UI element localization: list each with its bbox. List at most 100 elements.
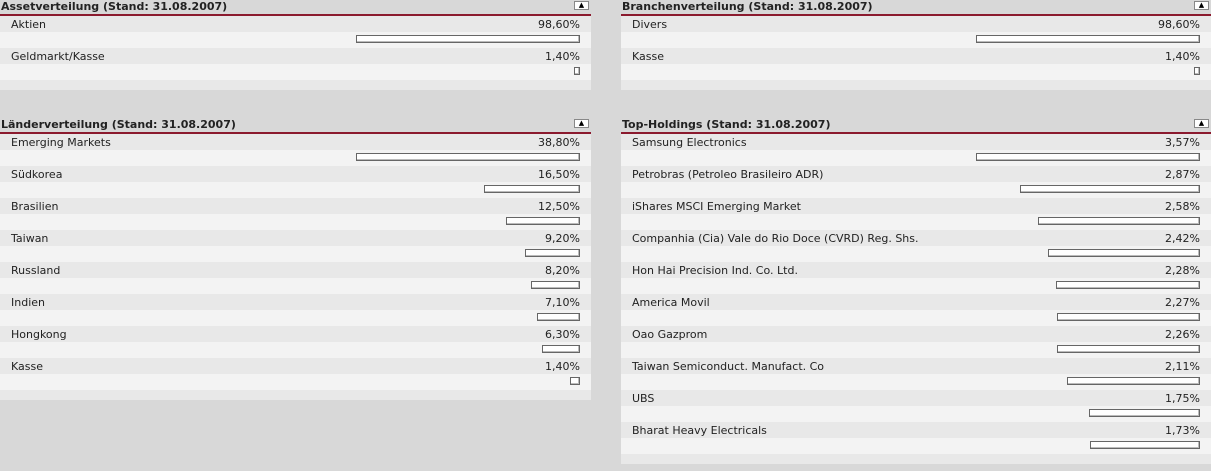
list-item: Hon Hai Precision Ind. Co. Ltd. 2,28% [621,262,1211,294]
panel-rows: Divers 98,60% Kasse 1,40% [621,16,1211,80]
share-bar [506,217,580,225]
row-percent: 1,40% [1165,50,1200,63]
panel-footer [0,390,591,400]
row-text-line: Brasilien 12,50% [0,198,591,214]
list-item: Companhia (Cia) Vale do Rio Doce (CVRD) … [621,230,1211,262]
list-item: iShares MSCI Emerging Market 2,58% [621,198,1211,230]
row-percent: 3,57% [1165,136,1200,149]
list-item: Taiwan Semiconduct. Manufact. Co 2,11% [621,358,1211,390]
collapse-toggle-icon[interactable]: ▲ [574,119,589,128]
row-bar-line [621,342,1211,358]
panel-header: Branchenverteilung (Stand: 31.08.2007) ▲ [621,0,1211,16]
panel-holdings: Top-Holdings (Stand: 31.08.2007) ▲ Samsu… [621,118,1211,464]
row-text-line: Samsung Electronics 3,57% [621,134,1211,150]
row-percent: 2,26% [1165,328,1200,341]
share-bar [1048,249,1200,257]
row-bar-line [0,246,591,262]
share-bar [1090,441,1200,449]
list-item: Südkorea 16,50% [0,166,591,198]
collapse-toggle-icon[interactable]: ▲ [574,1,589,10]
panel-rows: Emerging Markets 38,80% Südkorea 16,50% Bras… [0,134,591,390]
share-bar [1057,345,1200,353]
row-bar-line [0,342,591,358]
share-bar [1067,377,1200,385]
row-text-line: Kasse 1,40% [0,358,591,374]
row-label: Bharat Heavy Electricals [632,424,767,437]
list-item: Kasse 1,40% [621,48,1211,80]
row-bar-line [621,150,1211,166]
row-text-line: Emerging Markets 38,80% [0,134,591,150]
list-item: Kasse 1,40% [0,358,591,390]
list-item: Samsung Electronics 3,57% [621,134,1211,166]
panel-title: Branchenverteilung (Stand: 31.08.2007) [622,0,873,13]
share-bar [1056,281,1200,289]
list-item: Taiwan 9,20% [0,230,591,262]
row-bar-line [621,214,1211,230]
panel-header: Assetverteilung (Stand: 31.08.2007) ▲ [0,0,591,16]
list-item: Petrobras (Petroleo Brasileiro ADR) 2,87% [621,166,1211,198]
row-label: Brasilien [11,200,59,213]
row-bar-line [621,278,1211,294]
share-bar [976,153,1200,161]
row-bar-line [621,182,1211,198]
row-percent: 1,75% [1165,392,1200,405]
list-item: Divers 98,60% [621,16,1211,48]
row-text-line: Hon Hai Precision Ind. Co. Ltd. 2,28% [621,262,1211,278]
row-label: America Movil [632,296,710,309]
row-bar-line [621,374,1211,390]
panel-header: Top-Holdings (Stand: 31.08.2007) ▲ [621,118,1211,134]
row-text-line: Kasse 1,40% [621,48,1211,64]
row-bar-line [0,278,591,294]
row-text-line: Hongkong 6,30% [0,326,591,342]
row-percent: 12,50% [538,200,580,213]
share-bar [1194,67,1200,75]
row-bar-line [621,246,1211,262]
row-label: Taiwan [11,232,49,245]
row-bar-line [0,214,591,230]
row-percent: 2,42% [1165,232,1200,245]
row-label: Emerging Markets [11,136,111,149]
row-label: Taiwan Semiconduct. Manufact. Co [632,360,825,373]
row-bar-line [0,374,591,390]
row-bar-line [0,310,591,326]
row-bar-line [0,32,591,48]
row-label: Geldmarkt/Kasse [11,50,105,63]
row-percent: 16,50% [538,168,580,181]
row-percent: 1,40% [545,50,580,63]
row-text-line: Companhia (Cia) Vale do Rio Doce (CVRD) … [621,230,1211,246]
row-label: Russland [11,264,61,277]
row-text-line: America Movil 2,27% [621,294,1211,310]
row-text-line: Bharat Heavy Electricals 1,73% [621,422,1211,438]
collapse-toggle-icon[interactable]: ▲ [1194,119,1209,128]
row-percent: 38,80% [538,136,580,149]
row-text-line: Petrobras (Petroleo Brasileiro ADR) 2,87% [621,166,1211,182]
panel-rows: Samsung Electronics 3,57% Petrobras (Petro… [621,134,1211,454]
row-percent: 2,28% [1165,264,1200,277]
panel-rows: Aktien 98,60% Geldmarkt/Kasse 1,40% [0,16,591,80]
share-bar [484,185,580,193]
panel-footer [621,454,1211,464]
row-bar-line [0,64,591,80]
row-percent: 6,30% [545,328,580,341]
row-label: Hongkong [11,328,67,341]
row-percent: 7,10% [545,296,580,309]
list-item: Hongkong 6,30% [0,326,591,358]
row-percent: 1,73% [1165,424,1200,437]
row-text-line: Russland 8,20% [0,262,591,278]
share-bar [1038,217,1200,225]
row-label: Kasse [11,360,43,373]
row-label: Aktien [11,18,47,31]
share-bar [1020,185,1200,193]
row-text-line: Südkorea 16,50% [0,166,591,182]
row-label: Kasse [632,50,664,63]
share-bar [531,281,580,289]
list-item: Bharat Heavy Electricals 1,73% [621,422,1211,454]
row-text-line: Geldmarkt/Kasse 1,40% [0,48,591,64]
row-label: Companhia (Cia) Vale do Rio Doce (CVRD) … [632,232,919,245]
collapse-toggle-icon[interactable]: ▲ [1194,1,1209,10]
row-label: Südkorea [11,168,63,181]
panel-branchen: Branchenverteilung (Stand: 31.08.2007) ▲… [621,0,1211,90]
row-text-line: Taiwan 9,20% [0,230,591,246]
share-bar [537,313,580,321]
share-bar [525,249,580,257]
